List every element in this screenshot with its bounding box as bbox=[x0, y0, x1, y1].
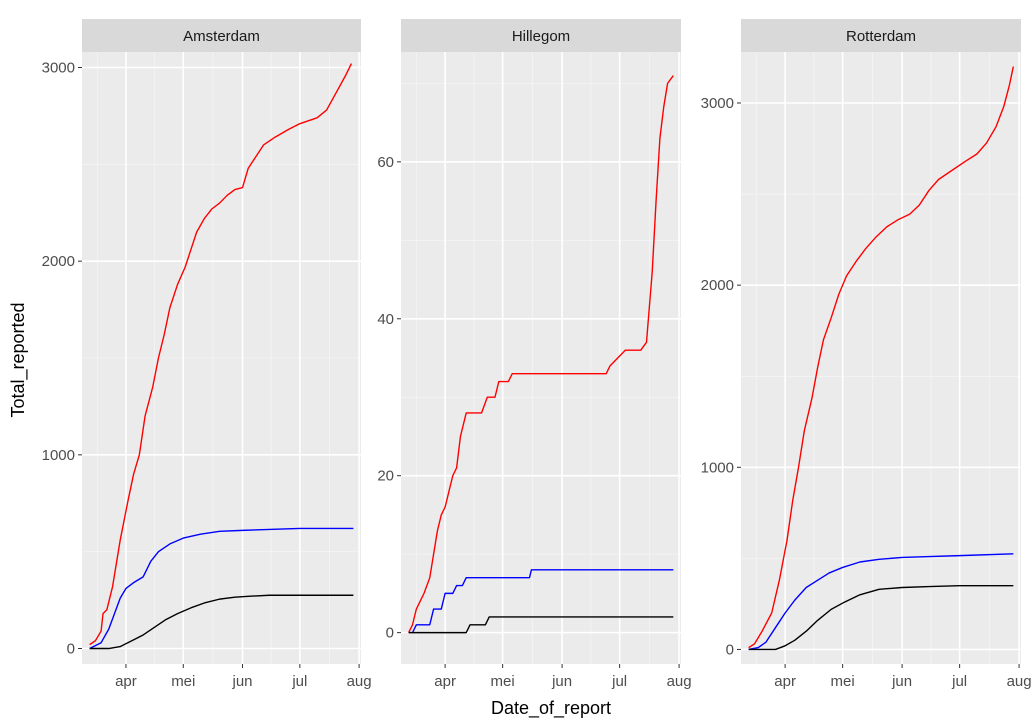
y-tick-label: 3000 bbox=[42, 59, 75, 76]
panel-background bbox=[741, 52, 1021, 664]
facet-strip-label: Rotterdam bbox=[846, 28, 916, 45]
y-tick-label: 2000 bbox=[42, 253, 75, 270]
series-line-1 bbox=[89, 63, 353, 646]
facet-panel-amsterdam: Amsterdam apr mei jun jul aug 0 1000 2000 3000 bbox=[42, 19, 372, 690]
series-line-1 bbox=[408, 75, 674, 633]
facet-strip-label: Hillegom bbox=[512, 28, 570, 45]
facet-strip-label: Amsterdam bbox=[183, 28, 260, 45]
y-tick-label: 2000 bbox=[701, 277, 734, 294]
x-tick-label: jul bbox=[291, 673, 307, 690]
facet-panel-rotterdam: Rotterdam apr mei jun jul aug 0 1000 2000 3000 bbox=[701, 19, 1032, 690]
y-tick-label: 3000 bbox=[701, 95, 734, 112]
x-tick-label: mei bbox=[491, 673, 515, 690]
facet-strip bbox=[741, 19, 1021, 52]
x-tick-label: mei bbox=[831, 673, 855, 690]
series-line-3 bbox=[408, 616, 674, 634]
y-tick-label: 20 bbox=[377, 468, 394, 485]
x-tick-label: apr bbox=[434, 673, 456, 690]
series-line-1 bbox=[748, 66, 1015, 649]
x-tick-label: apr bbox=[774, 673, 796, 690]
y-tick-label: 0 bbox=[67, 641, 75, 658]
series-line-2 bbox=[411, 569, 674, 633]
y-tick-label: 1000 bbox=[701, 459, 734, 476]
x-tick-label: jun bbox=[232, 673, 253, 690]
x-tick-label: apr bbox=[115, 673, 137, 690]
series-line-3 bbox=[89, 594, 354, 650]
panel-background bbox=[401, 52, 681, 664]
y-tick-label: 40 bbox=[377, 311, 394, 328]
facet-strip bbox=[401, 19, 681, 52]
facet-strip bbox=[82, 19, 361, 52]
x-tick-label: jul bbox=[951, 673, 967, 690]
facet-panel-hillegom: Hillegom apr mei jun jul aug 0 20 40 60 bbox=[377, 19, 692, 690]
series-line-2 bbox=[89, 527, 354, 650]
series-line-2 bbox=[748, 553, 1014, 651]
x-tick-label: aug bbox=[1007, 673, 1032, 690]
x-tick-label: aug bbox=[347, 673, 372, 690]
x-tick-label: aug bbox=[667, 673, 692, 690]
y-tick-label: 60 bbox=[377, 154, 394, 171]
x-tick-label: mei bbox=[171, 673, 195, 690]
x-tick-label: jun bbox=[891, 673, 912, 690]
y-axis-title: Total_reported bbox=[8, 302, 29, 417]
y-tick-label: 1000 bbox=[42, 447, 75, 464]
y-tick-label: 0 bbox=[386, 625, 394, 642]
x-tick-label: jul bbox=[611, 673, 627, 690]
x-tick-label: jun bbox=[551, 673, 572, 690]
x-axis-title: Date_of_report bbox=[491, 698, 611, 719]
series-line-3 bbox=[748, 584, 1014, 651]
y-tick-label: 0 bbox=[726, 641, 734, 658]
